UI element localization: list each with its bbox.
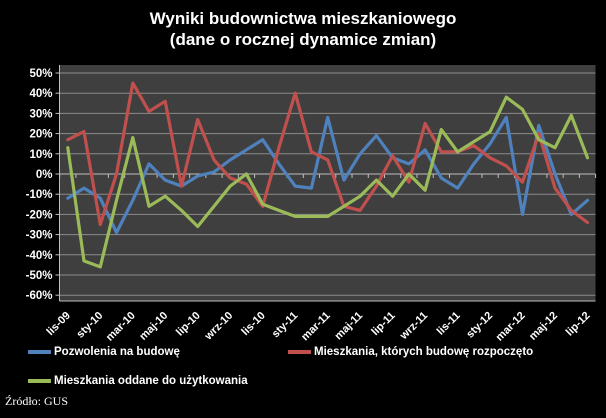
- legend-label-oddane: Mieszkania oddane do użytkowania: [54, 375, 248, 387]
- legend-swatch-pozwolenia-icon: [28, 350, 51, 354]
- x-axis-label: maj-10: [137, 310, 170, 343]
- y-axis-label: 40%: [29, 88, 52, 100]
- x-axis-label: mar-10: [104, 310, 138, 344]
- x-axis-label: lis-10: [239, 310, 267, 338]
- y-axis-label: -40%: [26, 250, 53, 262]
- x-axis-label: lip-11: [369, 310, 397, 338]
- y-axis-label: 0%: [36, 169, 53, 181]
- legend-swatch-rozpoczete-icon: [288, 350, 311, 354]
- y-axis-label: -50%: [26, 270, 53, 282]
- series-line-2: [66, 95, 590, 269]
- y-axis-label: 30%: [29, 108, 52, 120]
- x-axis-label: lip-12: [564, 310, 593, 339]
- y-axis-label: 10%: [29, 149, 52, 161]
- series-line-1: [66, 81, 590, 227]
- x-axis-label: wrz-11: [397, 310, 430, 343]
- legend-item-rozpoczete: Mieszkania, których budowę rozpoczęto: [288, 346, 533, 358]
- y-axis-label: -30%: [26, 230, 53, 242]
- y-axis-label: -60%: [26, 290, 53, 302]
- plot-background: [59, 65, 596, 301]
- x-axis-label: wrz-10: [202, 310, 235, 343]
- x-axis-label: lip-10: [174, 310, 203, 339]
- x-axis-label: maj-12: [527, 310, 560, 343]
- x-axis-label: mar-11: [299, 310, 333, 344]
- y-axis-label: 50%: [29, 68, 52, 80]
- x-axis-label: maj-11: [333, 310, 366, 343]
- y-axis-label: 20%: [29, 129, 52, 141]
- x-axis-label: mar-12: [494, 310, 528, 344]
- legend-swatch-oddane-icon: [28, 379, 51, 383]
- series-line-0: [66, 115, 590, 235]
- source-note: Źródło: GUS: [5, 394, 68, 408]
- chart-title-line1: Wyniki budownictwa mieszkaniowego: [149, 9, 457, 28]
- legend-label-rozpoczete: Mieszkania, których budowę rozpoczęto: [314, 346, 534, 358]
- chart-title: Wyniki budownictwa mieszkaniowego (dane …: [0, 8, 606, 50]
- x-axis-label: lis-09: [45, 310, 73, 338]
- chart-title-line2: (dane o rocznej dynamice zmian): [169, 30, 437, 49]
- legend-label-pozwolenia: Pozwolenia na budowę: [54, 346, 180, 358]
- legend-item-pozwolenia: Pozwolenia na budowę: [28, 346, 180, 358]
- x-axis-label: sty-11: [270, 310, 301, 341]
- x-axis-label: sty-10: [74, 310, 105, 341]
- x-axis-label: lis-11: [435, 310, 463, 338]
- x-axis-label: sty-12: [464, 310, 495, 341]
- y-axis-label: -10%: [26, 189, 53, 201]
- y-axis-label: -20%: [26, 209, 53, 221]
- legend-item-oddane: Mieszkania oddane do użytkowania: [28, 375, 248, 387]
